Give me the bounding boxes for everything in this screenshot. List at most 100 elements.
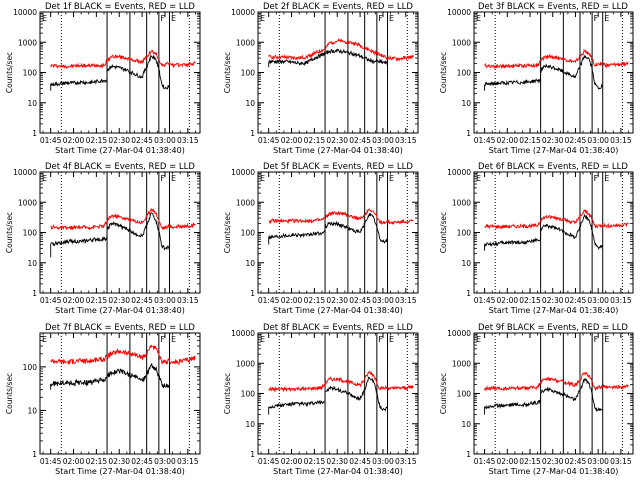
flag-label: F [594,174,599,183]
x-tick-label: 02:30 [326,457,348,466]
y-tick-label: 10 [461,99,471,108]
x-tick-label: 03:00 [154,457,176,466]
y-tick-label: 10000 [13,8,37,17]
y-tick-label: 10 [27,406,37,415]
x-tick-label: 02:15 [519,296,541,305]
x-tick-label: 02:15 [304,296,326,305]
y-tick-label: 100 [23,69,38,78]
lld-series-line [268,38,414,62]
flag-label: E [171,14,176,23]
flag-label: F [378,335,383,344]
y-tick-label: 1000 [18,38,37,47]
x-tick-label: 02:00 [63,457,85,466]
plot-frame [257,332,419,455]
y-axis-label: Counts/sec [223,52,232,93]
events-series-line [484,377,604,415]
y-tick-label: 100 [241,229,256,238]
x-tick-label: 03:00 [372,457,394,466]
flag-label: E [171,174,176,183]
chart-panel: Det 4f BLACK = Events, RED = LLD 1 10 100 10… [5,162,201,315]
x-tick-label: 02:15 [86,136,108,145]
y-axis-label: Counts/sec [5,373,14,414]
x-tick-label: 02:00 [63,296,85,305]
x-tick-label: 02:15 [304,457,326,466]
lld-series-line [268,208,414,226]
y-tick-label: 10 [461,259,471,268]
x-tick-label: 02:00 [497,296,519,305]
x-tick-label: 02:15 [519,136,541,145]
y-tick-label: 1000 [236,359,255,368]
x-axis-label: Start Time (27-Mar-04 01:38:40) [55,306,185,315]
x-tick-label: 01:45 [258,136,280,145]
lld-series-line [484,208,629,230]
x-tick-label: 02:45 [565,136,587,145]
corner-marker: E [260,335,265,344]
x-tick-label: 02:30 [108,457,130,466]
x-tick-label: 01:45 [40,457,62,466]
x-tick-label: 03:15 [395,296,417,305]
y-tick-label: 1000 [236,198,255,207]
y-tick-label: 100 [457,390,472,399]
flag-label: E [604,335,609,344]
x-tick-label: 02:15 [86,296,108,305]
x-tick-label: 03:00 [587,296,609,305]
chart-panel: Det 1f BLACK = Events, RED = LLD 1 10 100 10… [5,2,201,155]
events-series-line [50,212,170,258]
flag-label: E [171,335,176,344]
x-tick-label: 02:00 [63,136,85,145]
x-tick-label: 02:30 [542,457,564,466]
x-axis-label: Start Time (27-Mar-04 01:38:40) [273,306,403,315]
y-axis-label: Counts/sec [439,52,448,93]
flag-label: F [594,335,599,344]
y-tick-label: 10000 [231,8,255,17]
corner-marker: E [260,174,265,183]
y-tick-label: 10 [245,99,255,108]
x-tick-label: 01:45 [474,296,496,305]
y-tick-label: 10 [245,420,255,429]
y-tick-label: 100 [23,363,38,372]
y-tick-label: 1 [32,129,37,138]
plot-frame [473,332,634,455]
lld-series-line [50,344,196,366]
y-tick-label: 1000 [236,38,255,47]
x-tick-label: 01:45 [258,296,280,305]
flag-label: E [389,14,394,23]
corner-marker: E [42,335,47,344]
x-tick-label: 02:00 [281,136,303,145]
flag-label: F [594,14,599,23]
y-tick-label: 1 [250,450,255,459]
y-tick-label: 1 [250,129,255,138]
panel-title: Det 9f BLACK = Events, RED = LLD [478,323,628,333]
x-axis-label: Start Time (27-Mar-04 01:38:40) [489,306,619,315]
x-tick-label: 03:15 [177,296,199,305]
y-tick-label: 1000 [452,359,471,368]
panel-title: Det 4f BLACK = Events, RED = LLD [45,162,195,172]
x-tick-label: 03:15 [395,136,417,145]
flag-label: F [378,14,383,23]
y-tick-label: 1000 [452,38,471,47]
x-tick-label: 03:15 [177,457,199,466]
x-tick-label: 02:45 [349,296,371,305]
x-axis-label: Start Time (27-Mar-04 01:38:40) [55,467,185,476]
x-tick-label: 03:15 [395,457,417,466]
x-tick-label: 01:45 [40,296,62,305]
chart-panel: Det 5f BLACK = Events, RED = LLD 1 10 100 10… [223,162,419,315]
events-series-line [268,48,388,68]
y-tick-label: 1 [466,450,471,459]
y-tick-label: 1 [32,289,37,298]
x-axis-label: Start Time (27-Mar-04 01:38:40) [55,146,185,155]
events-series-line [484,54,603,91]
chart-panel: Det 6f BLACK = Events, RED = LLD 1 10 100 10… [439,162,634,315]
panel-title: Det 1f BLACK = Events, RED = LLD [45,2,195,12]
y-tick-label: 1 [32,450,37,459]
panel-title: Det 2f BLACK = Events, RED = LLD [263,2,413,12]
x-tick-label: 01:45 [258,457,280,466]
flag-label: F [160,174,165,183]
panel-title: Det 7f BLACK = Events, RED = LLD [45,323,195,333]
x-tick-label: 01:45 [40,136,62,145]
x-tick-label: 03:00 [154,296,176,305]
corner-marker: E [42,174,47,183]
x-tick-label: 03:15 [610,457,632,466]
x-tick-label: 02:45 [131,296,153,305]
